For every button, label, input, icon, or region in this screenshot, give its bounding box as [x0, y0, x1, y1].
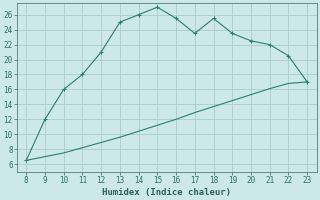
- X-axis label: Humidex (Indice chaleur): Humidex (Indice chaleur): [102, 188, 231, 197]
